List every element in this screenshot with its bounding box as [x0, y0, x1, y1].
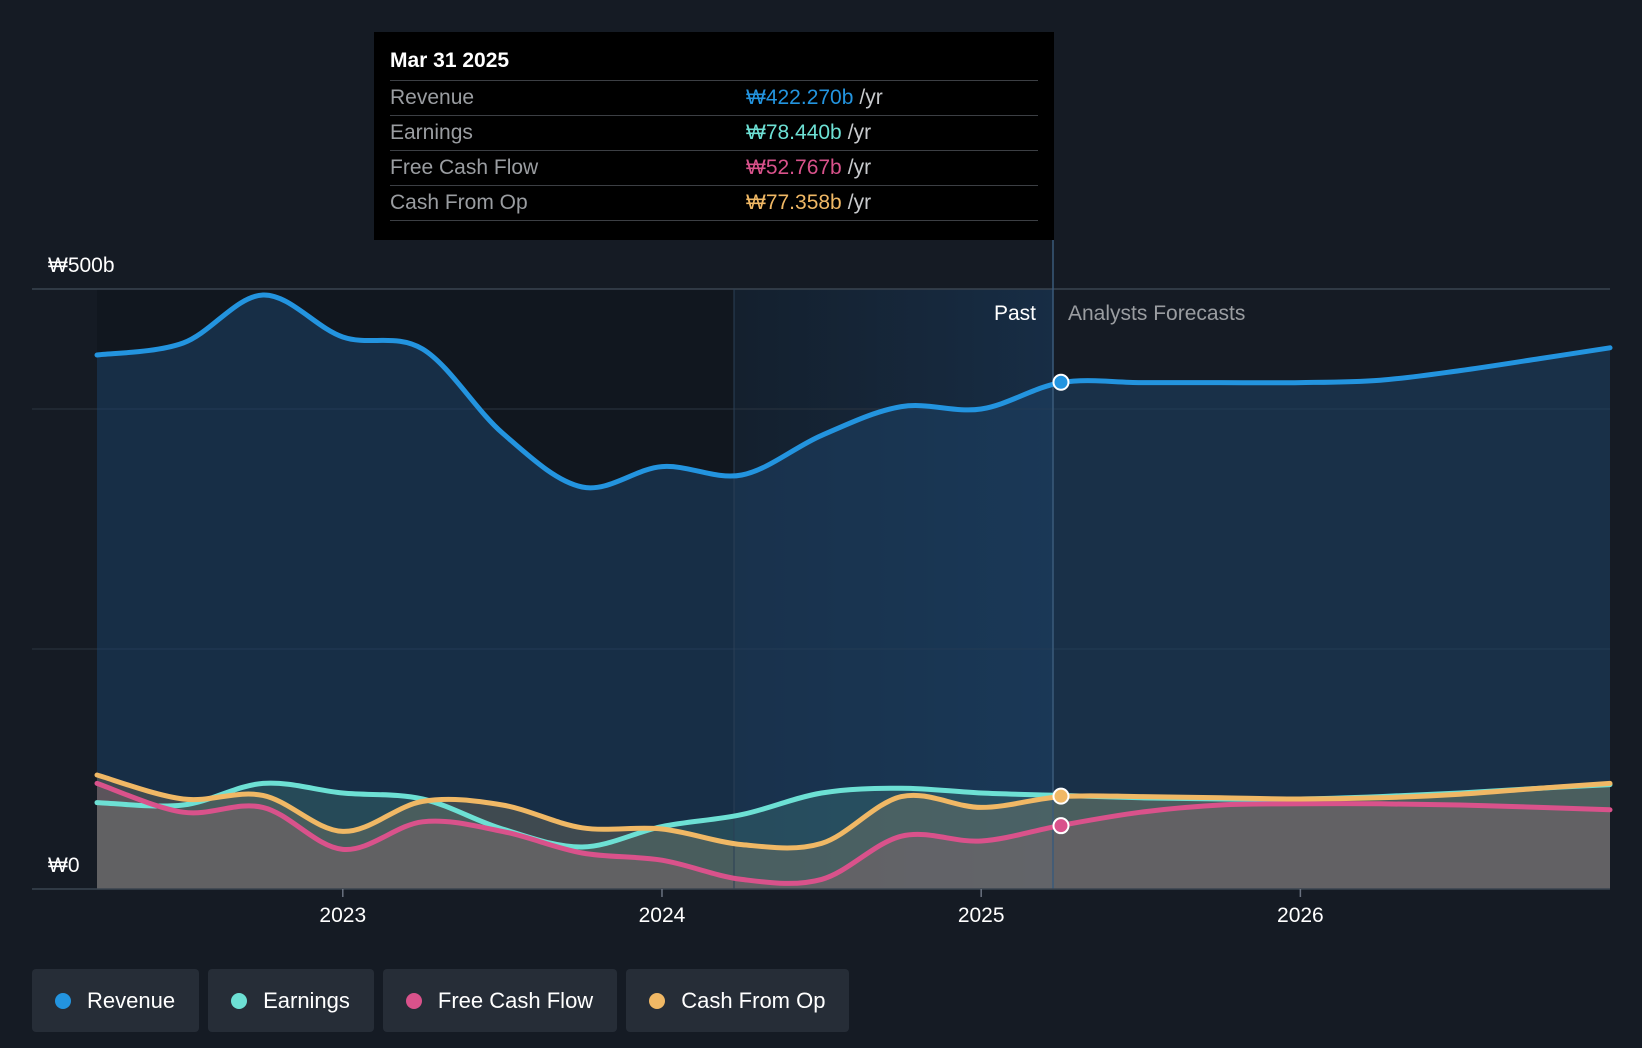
tooltip-unit: /yr	[859, 86, 883, 109]
line-cash-from-op	[94, 772, 1613, 851]
tooltip-label: Cash From Op	[390, 191, 528, 214]
legend-item-free-cash-flow[interactable]: Free Cash Flow	[382, 969, 618, 1032]
area-free-cash-flow	[97, 783, 1610, 889]
legend: Revenue Earnings Free Cash Flow Cash Fro…	[32, 969, 850, 1032]
cash-from-op-dot-icon	[649, 992, 666, 1009]
tooltip-value: ₩52.767b	[746, 156, 842, 179]
forecast-label: Analysts Forecasts	[1068, 302, 1245, 325]
tooltip-value: ₩77.358b	[746, 191, 842, 214]
x-tick-label: 2023	[319, 904, 366, 927]
tooltip-value: ₩78.440b	[746, 121, 842, 144]
legend-label: Revenue	[87, 987, 176, 1013]
line-revenue	[94, 292, 1613, 491]
marker-revenue	[1052, 373, 1070, 391]
tooltip-unit: /yr	[847, 156, 872, 179]
legend-item-earnings[interactable]: Earnings	[208, 969, 374, 1032]
past-label: Past	[994, 302, 1036, 325]
marker-cash-from-op	[1052, 787, 1070, 805]
revenue-dot-icon	[55, 992, 71, 1009]
x-tick-label: 2024	[639, 904, 686, 927]
y-label-top: ₩500b	[48, 254, 115, 277]
tooltip-label: Earnings	[390, 121, 473, 144]
area-earnings	[97, 783, 1610, 889]
y-label-bottom: ₩0	[48, 854, 80, 877]
tooltip-row-cash-from-op: Cash From Op ₩77.358b /yr	[390, 186, 1038, 221]
tooltip: Mar 31 2025 Revenue ₩422.270b /yr Earnin…	[374, 32, 1054, 240]
area-revenue	[97, 294, 1610, 889]
tooltip-row-revenue: Revenue ₩422.270b /yr	[390, 81, 1038, 116]
legend-item-cash-from-op[interactable]: Cash From Op	[626, 969, 850, 1032]
x-axis: 2023 2024 2025 2026	[32, 888, 1610, 927]
tooltip-label: Free Cash Flow	[390, 156, 539, 179]
tooltip-unit: /yr	[847, 121, 872, 144]
marker-free-cash-flow	[1052, 817, 1070, 835]
series-markers	[1052, 373, 1070, 835]
free-cash-flow-dot-icon	[405, 992, 422, 1009]
tooltip-row-earnings: Earnings ₩78.440b /yr	[390, 116, 1038, 151]
x-tick-label: 2026	[1277, 904, 1324, 927]
legend-label: Cash From Op	[681, 987, 826, 1013]
x-tick-label: 2025	[958, 904, 1005, 927]
legend-item-revenue[interactable]: Revenue	[32, 969, 200, 1032]
line-free-cash-flow	[94, 780, 1613, 886]
earnings-dot-icon	[231, 992, 248, 1009]
series-lines	[94, 292, 1613, 886]
tooltip-unit: /yr	[847, 191, 872, 214]
tooltip-value: ₩422.270b	[746, 86, 854, 109]
legend-label: Earnings	[263, 987, 350, 1013]
tooltip-date: Mar 31 2025	[390, 46, 1038, 81]
tooltip-label: Revenue	[390, 86, 475, 109]
legend-label: Free Cash Flow	[437, 987, 594, 1013]
tooltip-row-free-cash-flow: Free Cash Flow ₩52.767b /yr	[390, 151, 1038, 186]
